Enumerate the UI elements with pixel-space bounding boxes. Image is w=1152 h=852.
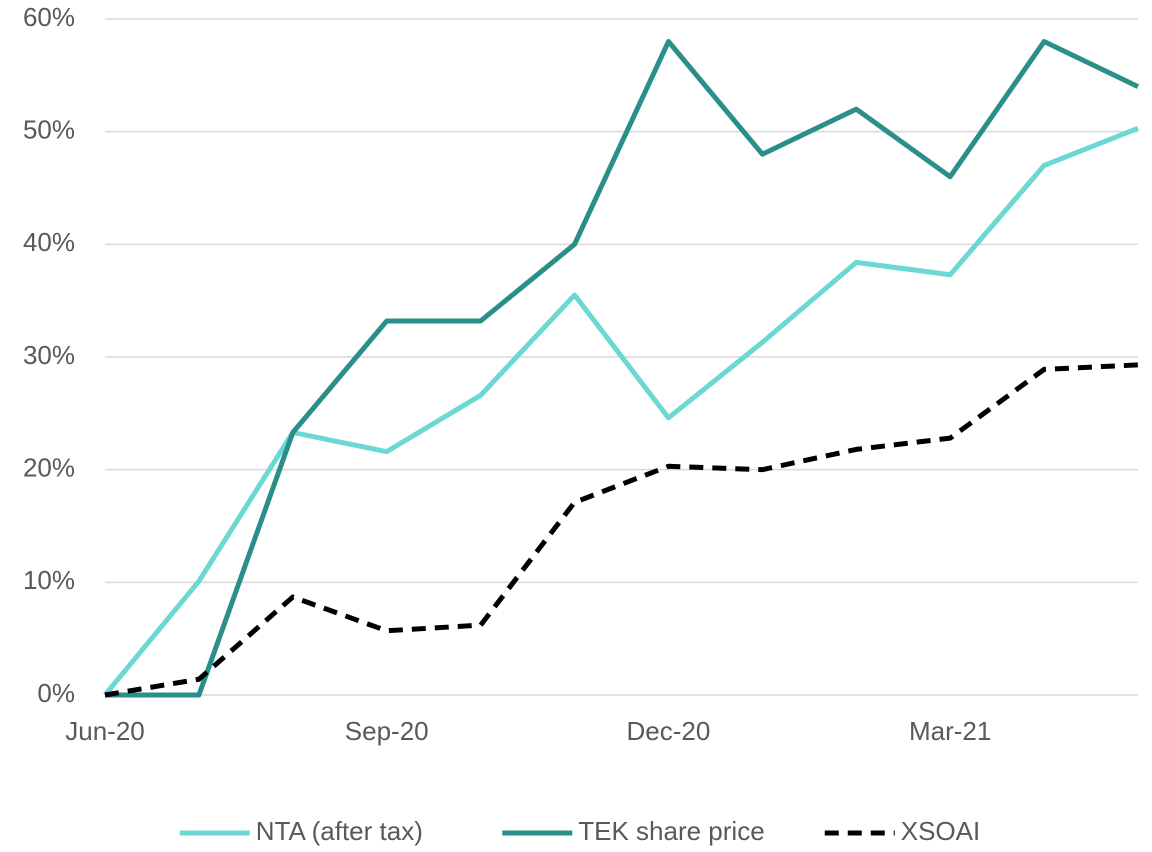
y-tick-label: 30% bbox=[23, 340, 75, 370]
legend-item: XSOAI bbox=[824, 816, 980, 846]
series-line bbox=[104, 362, 1139, 698]
x-tick-label: Dec-20 bbox=[627, 716, 711, 746]
legend-item: TEK share price bbox=[502, 816, 765, 846]
y-tick-label: 0% bbox=[37, 678, 75, 708]
x-tick-label: Jun-20 bbox=[65, 716, 145, 746]
legend-label: TEK share price bbox=[578, 816, 764, 846]
legend-label: XSOAI bbox=[901, 816, 980, 846]
legend-label: NTA (after tax) bbox=[256, 816, 423, 846]
series-line bbox=[103, 125, 1139, 697]
x-tick-label: Sep-20 bbox=[345, 716, 429, 746]
y-tick-label: 20% bbox=[23, 453, 75, 483]
series-line bbox=[105, 39, 1140, 698]
legend-item: NTA (after tax) bbox=[179, 816, 423, 846]
y-tick-label: 60% bbox=[23, 2, 75, 32]
y-tick-label: 40% bbox=[23, 227, 75, 257]
y-tick-label: 50% bbox=[23, 115, 75, 145]
y-tick-label: 10% bbox=[23, 565, 75, 595]
x-tick-label: Mar-21 bbox=[909, 716, 991, 746]
